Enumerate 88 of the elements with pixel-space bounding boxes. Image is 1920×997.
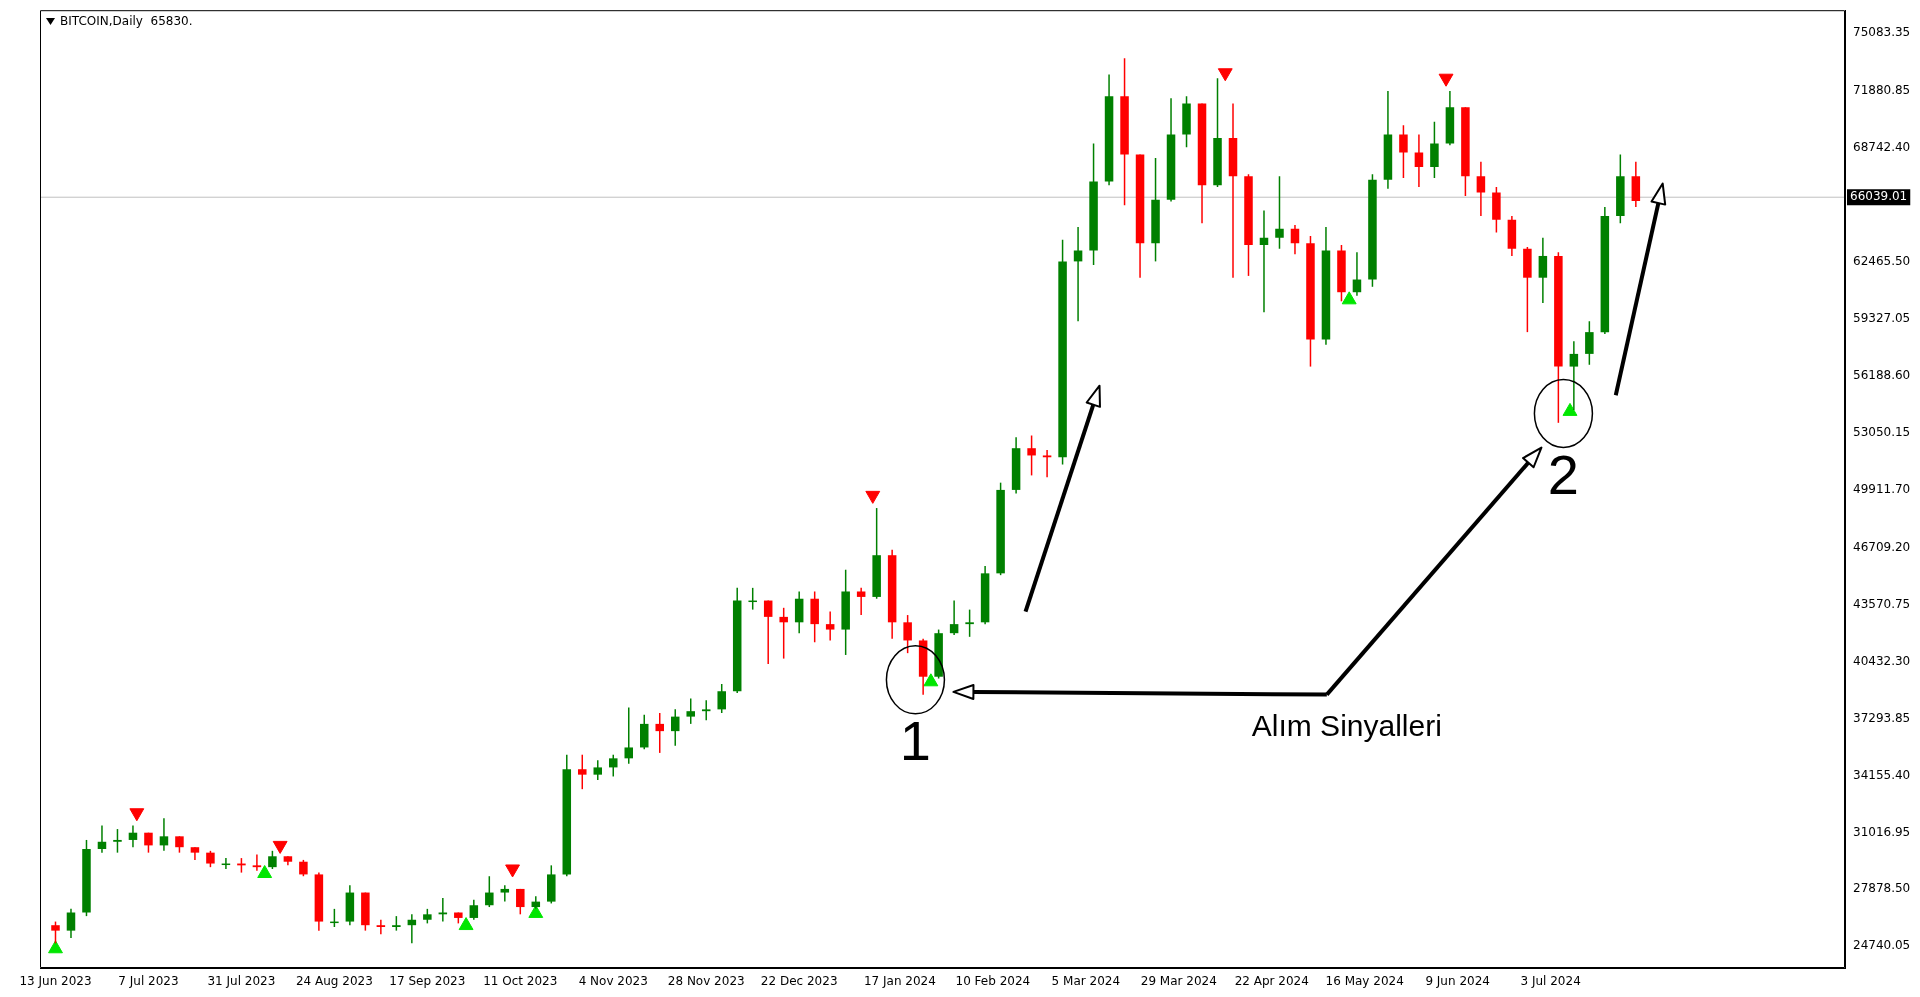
point <box>923 673 939 687</box>
y-tick-label: 53050.15 <box>1853 424 1911 439</box>
point <box>257 865 273 879</box>
ref-line-label: 66039.01 <box>1850 189 1908 204</box>
x-tick-label: 28 Nov 2023 <box>667 974 745 989</box>
annotation: 2 <box>1547 443 1579 506</box>
candlestick <box>670 708 680 747</box>
candlestick <box>376 919 386 936</box>
candlestick <box>1430 120 1439 179</box>
y-tick-label: 46709.20 <box>1853 539 1911 554</box>
candlestick <box>97 824 107 854</box>
chart-title: BITCOIN,Daily 65830. <box>60 14 193 29</box>
y-tick-label: 71880.85 <box>1853 83 1911 98</box>
y-tick-label: 43570.75 <box>1853 596 1911 611</box>
x-tick-label: 10 Feb 2024 <box>955 974 1031 989</box>
annotation: Alım Sinyalleri <box>1251 708 1442 742</box>
candlestick <box>825 610 835 642</box>
candlestick <box>485 875 494 908</box>
y-tick-label: 56188.60 <box>1853 367 1911 382</box>
candlestick <box>268 850 277 870</box>
candlestick <box>903 614 912 654</box>
candlestick <box>1275 175 1284 250</box>
candlestick <box>609 753 618 778</box>
candlestick <box>1476 160 1486 217</box>
candlestick <box>578 753 587 790</box>
candlestick <box>965 608 974 638</box>
candlestick <box>779 607 788 660</box>
candlestick <box>516 888 525 916</box>
candlestick <box>593 759 603 781</box>
point <box>1438 73 1454 87</box>
candlestick <box>624 706 634 765</box>
x-tick-label: 5 Mar 2024 <box>1051 974 1121 989</box>
candlestick <box>113 828 122 854</box>
x-tick-label: 4 Nov 2023 <box>578 974 648 989</box>
y-tick-label: 24740.05 <box>1853 938 1911 953</box>
candlestick <box>701 699 711 721</box>
x-tick-label: 3 Jul 2024 <box>1520 974 1581 989</box>
point <box>865 490 881 504</box>
y-tick-label: 34155.40 <box>1853 767 1911 782</box>
candlestick <box>763 599 773 665</box>
y-tick-label: 31016.95 <box>1853 824 1911 839</box>
candlestick <box>856 587 866 616</box>
y-tick-label: 37293.85 <box>1853 710 1911 725</box>
x-tick-label: 7 Jul 2023 <box>118 974 179 989</box>
y-tick-label: 49911.70 <box>1853 481 1911 496</box>
y-tick-label: 68742.40 <box>1853 140 1911 155</box>
candlestick <box>500 884 510 903</box>
x-tick-label: 24 Aug 2023 <box>295 974 373 989</box>
candlestick <box>1027 434 1036 477</box>
candlestick <box>1042 449 1052 478</box>
candlestick <box>794 590 804 634</box>
point <box>1217 68 1233 82</box>
y-tick-label: 75083.35 <box>1853 25 1911 40</box>
candlestick <box>949 599 959 636</box>
x-tick-label: 11 Oct 2023 <box>483 974 558 989</box>
candlestick <box>717 683 726 714</box>
x-tick-label: 31 Jul 2023 <box>207 974 276 989</box>
x-tick-label: 16 May 2024 <box>1325 974 1404 989</box>
candlestick <box>639 714 649 751</box>
candlestick <box>655 712 664 754</box>
candlestick <box>51 920 60 945</box>
candlestick <box>1290 224 1300 255</box>
x-tick-label: 17 Sep 2023 <box>389 974 466 989</box>
x-tick-label: 9 Jun 2024 <box>1425 974 1490 989</box>
candlestick <box>159 817 169 852</box>
candlestick <box>1569 340 1579 411</box>
candlestick <box>469 899 479 921</box>
candlestick <box>1585 320 1594 366</box>
candlestick <box>686 697 695 725</box>
y-tick-label: 59327.05 <box>1853 311 1911 326</box>
x-tick-label: 29 Mar 2024 <box>1140 974 1217 989</box>
y-tick-label: 62465.50 <box>1853 254 1911 269</box>
y-tick-label: 40432.30 <box>1853 653 1911 668</box>
y-tick-label: 27878.50 <box>1853 881 1911 896</box>
point <box>48 940 63 954</box>
candlestick <box>1399 124 1408 179</box>
point <box>458 917 474 931</box>
x-tick-label: 13 Jun 2023 <box>19 974 92 989</box>
candlestick <box>252 853 262 872</box>
candlestick <box>1259 209 1269 313</box>
x-tick-label: 17 Jan 2024 <box>863 974 936 989</box>
x-tick-label: 22 Dec 2023 <box>760 974 838 989</box>
annotation: 1 <box>899 709 931 773</box>
candlestick <box>1414 133 1424 188</box>
candlestick <box>66 908 76 939</box>
candlestick <box>1538 237 1548 304</box>
candlestick <box>128 824 138 848</box>
x-tick-label: 22 Apr 2024 <box>1234 974 1309 989</box>
